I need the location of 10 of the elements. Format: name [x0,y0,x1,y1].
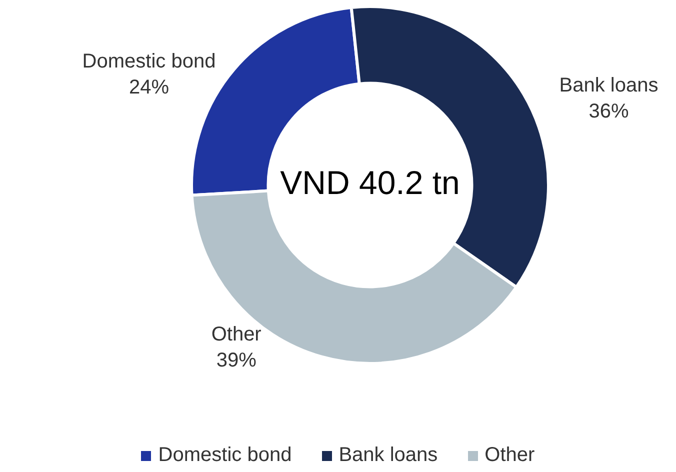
text: VND 40.2 tn [280,164,460,202]
data-label: 24% [128,76,170,99]
data-label: 36% [588,100,629,122]
slice-label: Domestic bond [82,50,216,73]
legend-label: Bank loans [338,444,438,467]
data-label: 39% [216,350,257,372]
slice-label: Other [211,324,262,346]
slice-label: Bank loans [559,74,658,96]
legend-label: Domestic bond [158,444,292,467]
legend-label: Other [484,444,535,467]
